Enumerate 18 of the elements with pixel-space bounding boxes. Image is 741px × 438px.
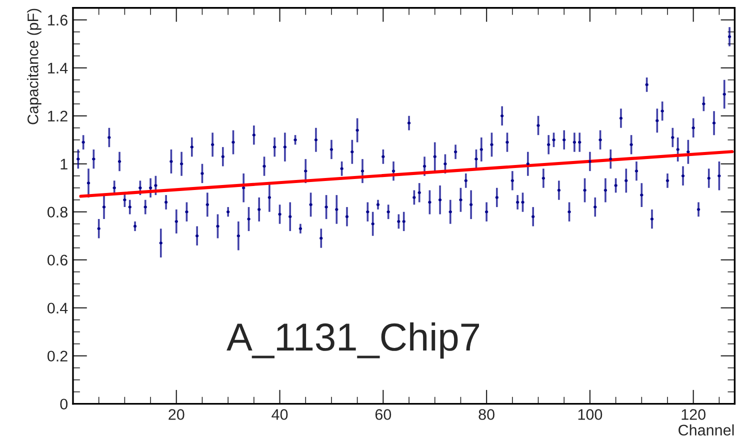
y-tick-label: 1 [60, 158, 68, 170]
y-tick-label: 0.8 [47, 206, 68, 218]
annotation: A_1131_Chip7 [226, 322, 479, 359]
x-tick-label: 100 [578, 409, 602, 420]
x-tick-label: 40 [272, 409, 288, 420]
y-tick-label: 1.2 [48, 110, 68, 122]
x-axis-title: Channel [678, 424, 734, 436]
x-tick-label: 80 [478, 409, 494, 420]
y-tick-label: 1.6 [48, 14, 68, 26]
y-tick-label: 0 [60, 398, 68, 410]
x-tick-label: 120 [682, 409, 706, 420]
x-tick-label: 20 [168, 409, 184, 420]
y-axis-title: Capacitance (pF) [27, 8, 42, 124]
y-tick-label: 0.6 [47, 254, 68, 266]
y-tick-label: 0.4 [47, 302, 68, 314]
y-tick-label: 1.4 [48, 62, 68, 74]
x-tick-label: 60 [375, 409, 392, 420]
y-tick-label: 0.2 [47, 350, 68, 362]
